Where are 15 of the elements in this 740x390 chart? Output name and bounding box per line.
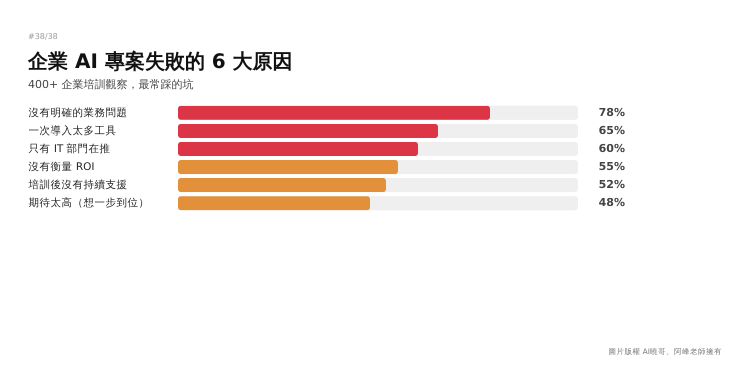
y-tick-label: 一次導入太多工具: [28, 124, 116, 137]
data-label: 78%: [598, 106, 625, 119]
y-tick-label: 沒有明確的業務問題: [28, 106, 128, 119]
y-tick-label: 培訓後沒有持續支援: [28, 178, 128, 192]
text: #38/38: [28, 32, 58, 41]
y-tick-label: 沒有衡量 ROI: [28, 161, 94, 174]
data-label: 65%: [598, 124, 625, 137]
y-tick-label: 只有 IT 部門在推: [28, 142, 111, 155]
y-tick-label: 期待太高（想一步到位）: [28, 196, 150, 210]
chart-subtitle: 400+ 企業培訓觀察，最常踩的坑: [28, 78, 194, 91]
data-label: 55%: [598, 160, 625, 174]
chart-title: 企業 AI 專案失敗的 6 大原因: [27, 49, 293, 73]
data-label: 48%: [598, 196, 625, 210]
data-label: 60%: [598, 142, 625, 155]
data-label: 52%: [598, 178, 625, 192]
